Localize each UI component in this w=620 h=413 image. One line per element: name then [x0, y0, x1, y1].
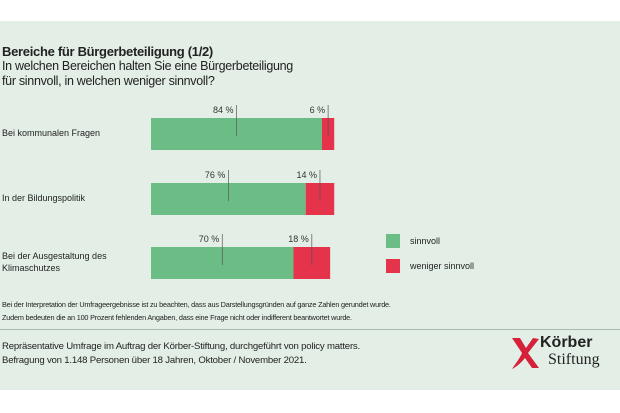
legend-swatch [386, 234, 400, 248]
logo-text-1: Körber [540, 334, 593, 351]
data-label: 6 % [309, 105, 326, 115]
data-label: 70 % [198, 234, 220, 244]
logo-text-2: Stiftung [548, 351, 600, 368]
chart-title: Bereiche für Bürgerbeteiligung (1/2) [2, 44, 213, 59]
legend-label: weniger sinnvoll [410, 261, 475, 271]
legend-swatch [386, 259, 400, 273]
legend-item-weniger-sinnvoll: weniger sinnvoll [386, 259, 474, 273]
footnote-line-1: Bei der Interpretation der Umfrageergebn… [2, 300, 391, 309]
data-label: 18 % [288, 234, 309, 244]
source-line-1: Repräsentative Umfrage im Auftrag der Kö… [2, 341, 360, 352]
chart-subtitle-line-2: für sinnvoll, in welchen weniger sinnvol… [2, 74, 215, 88]
logo-x-mark [512, 338, 539, 369]
data-label: 76 % [204, 170, 226, 180]
category-label: Bei der Ausgestaltung des Klimaschutzes [2, 251, 107, 273]
category-label: In der Bildungspolitik [2, 193, 86, 203]
category-label: Bei kommunalen Fragen [2, 128, 101, 138]
koerber-logo: Körber Stiftung [510, 334, 620, 374]
legend-label: sinnvoll [410, 236, 441, 246]
chart-subtitle-line-1: In welchen Bereichen halten Sie eine Bür… [2, 59, 293, 73]
footnote-line-2: Zudem bedeuten die an 100 Prozent fehlen… [2, 313, 352, 322]
divider [0, 329, 620, 330]
legend-item-sinnvoll: sinnvoll [386, 234, 440, 248]
data-label: 14 % [296, 170, 317, 180]
source-line-2: Befragung von 1.148 Personen über 18 Jah… [2, 355, 307, 366]
data-label: 84 % [212, 105, 234, 115]
